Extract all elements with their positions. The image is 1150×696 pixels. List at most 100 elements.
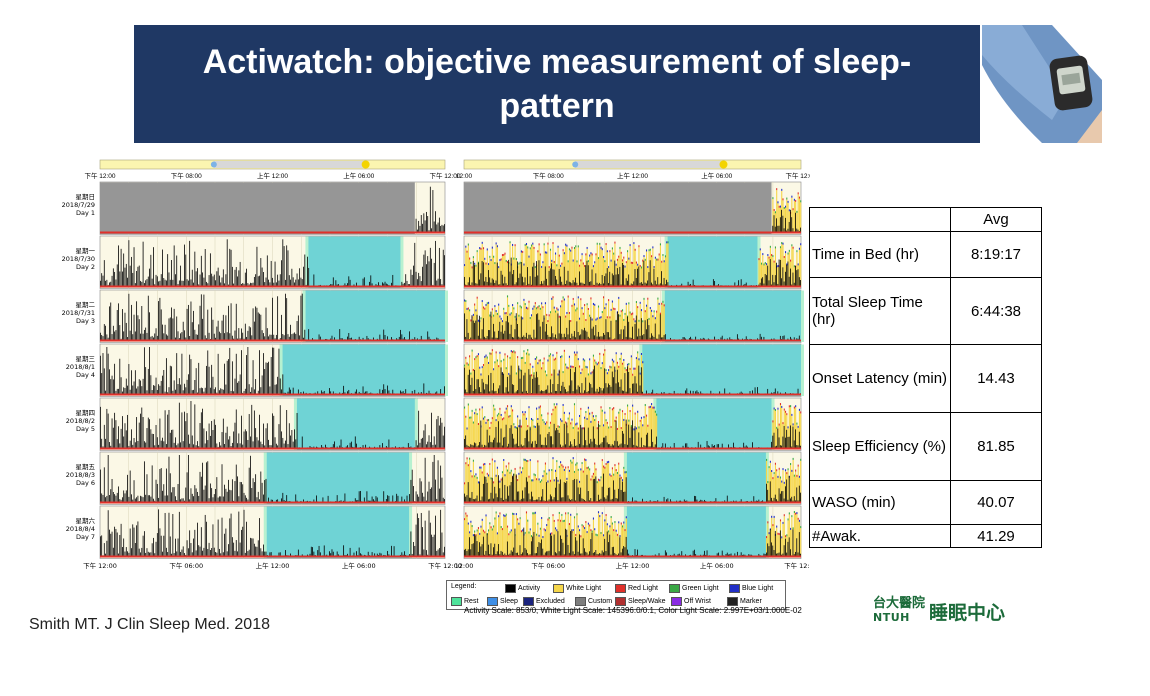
activity-bar [704,499,705,502]
color-light-mark [464,518,466,521]
color-light-mark [466,427,468,430]
activity-bar [506,376,508,394]
activity-bar [440,389,442,394]
activity-bar [783,281,785,286]
activity-bar [140,413,141,448]
activity-bar [244,388,246,394]
activity-bar [464,493,465,502]
color-light-mark [469,309,471,312]
color-light-mark [610,426,612,429]
activity-bar [712,279,714,286]
activity-bar [522,490,523,502]
activity-bar [676,284,678,286]
activity-bar [642,283,643,286]
activity-bar [621,481,623,502]
activity-bar [212,497,214,502]
white-light-bar [541,267,543,286]
color-light-mark [536,356,538,359]
activity-bar [237,443,238,448]
activity-bar [466,444,468,448]
activity-bar [518,277,520,286]
color-light-mark [518,314,520,317]
activity-bar [524,277,526,286]
activity-bar [582,498,584,502]
color-light-mark [800,243,802,246]
white-light-bar [572,261,574,286]
white-light-bar [620,253,622,286]
activity-bar [404,282,405,286]
color-light-mark [783,481,785,484]
activity-bar [424,520,426,556]
white-light-bar [618,413,620,448]
activity-bar [200,294,202,340]
activity-bar [265,478,267,502]
activity-bar [632,326,633,340]
activity-bar [105,390,106,394]
activity-bar [164,391,166,394]
activity-bar [203,391,205,394]
activity-bar [759,333,761,340]
color-light-mark [489,522,491,525]
color-light-mark [576,462,578,465]
top-scale-tick-label: 上午 12:00 [617,171,648,180]
color-light-mark [787,426,789,429]
activity-bar [136,301,138,340]
white-light-bar [544,464,546,502]
activity-bar [542,391,544,394]
activity-bar [418,272,420,286]
color-light-mark [484,531,486,534]
activity-bar [554,430,556,448]
activity-bar [642,335,643,340]
activity-bar [500,270,502,286]
activity-bar [304,329,306,340]
activity-bar [180,265,182,286]
color-light-mark [465,512,467,515]
activity-bar [600,387,602,394]
color-light-mark [781,405,783,408]
activity-bar [572,336,574,340]
activity-bar [572,391,574,394]
activity-bar [663,277,665,286]
activity-bar [539,500,541,502]
activity-bar [566,327,568,340]
white-light-bar [633,369,635,394]
activity-bar [228,359,229,394]
activity-bar [239,374,241,394]
color-light-mark [532,419,534,422]
white-light-bar [571,463,573,502]
color-light-mark [547,242,549,245]
activity-bar [297,389,299,394]
activity-bar [611,273,613,286]
activity-bar [533,329,535,340]
color-light-mark [766,458,768,461]
activity-bar [465,336,467,340]
activity-bar [482,536,484,556]
activity-bar [379,334,381,340]
white-light-bar [768,468,770,502]
white-light-bar [580,261,582,286]
white-light-bar [537,252,539,286]
activity-bar [538,425,540,448]
white-light-bar [600,369,602,394]
activity-bar [177,384,179,394]
activity-bar [222,269,224,286]
activity-bar [597,391,599,394]
white-light-bar [774,213,776,232]
activity-bar [750,500,752,502]
activity-bar [637,336,638,340]
activity-bar [563,482,565,502]
color-light-mark [552,242,554,245]
activity-bar [382,443,383,448]
color-light-mark [536,478,538,481]
color-light-mark [566,366,568,369]
activity-bar [278,424,280,448]
activity-bar [182,280,184,286]
top-scale-tick-label: 下午 08:00 [171,171,202,180]
activity-bar [316,495,317,502]
color-light-mark [557,373,559,376]
activity-bar [140,380,141,394]
activity-bar [208,275,210,286]
color-light-mark [582,262,584,265]
color-light-mark [610,366,612,369]
activity-bar [162,375,163,394]
